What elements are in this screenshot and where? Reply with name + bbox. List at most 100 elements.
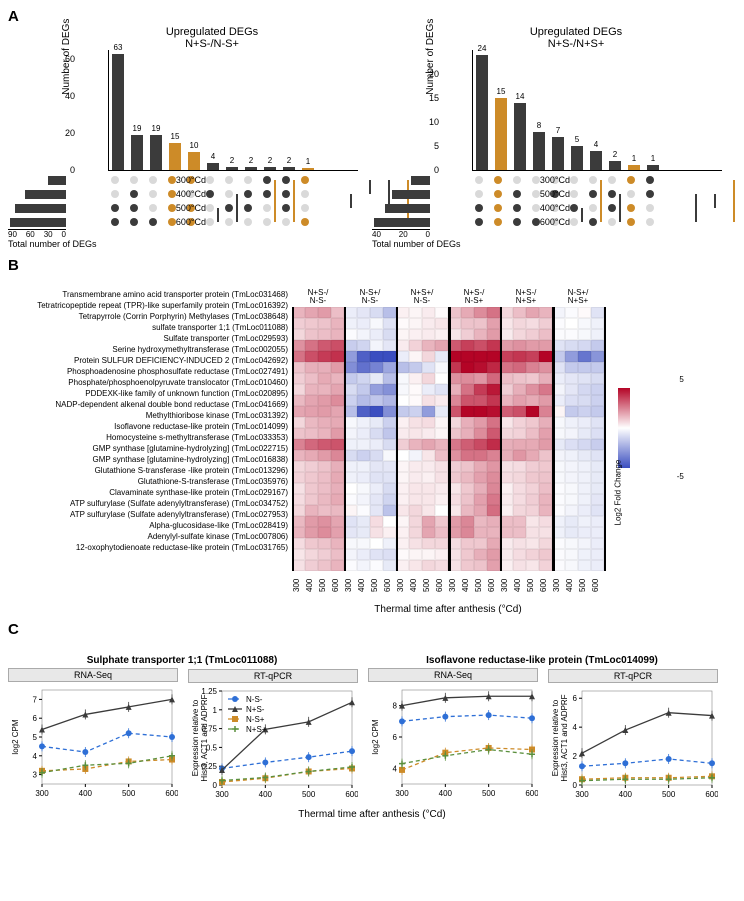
heatmap-legend: 5 -5 Log2 Fold Change	[618, 375, 684, 530]
col-header: N-S+/ N-S-	[344, 289, 396, 305]
upset-plot: Upregulated DEGsN+S-/N-S+Number of DEGs0…	[8, 26, 358, 249]
plot-subtitle: RT-qPCR	[548, 669, 718, 683]
bar-rect	[131, 135, 143, 170]
set-label: 300°Cd	[168, 175, 206, 185]
panel-b: Transmembrane amino acid transporter pro…	[8, 289, 736, 615]
heatmap-grid	[292, 307, 604, 571]
svg-text:500: 500	[122, 789, 136, 798]
set-label: 600°Cd	[532, 217, 570, 227]
upset-plot: Upregulated DEGsN+S-/N+S+Number of DEGs0…	[372, 26, 722, 249]
svg-text:600: 600	[345, 790, 358, 799]
gene-label: Serine hydroxymethyltransferase (TmLoc00…	[8, 344, 288, 355]
upset-bars: Number of DEGs051015202415148754211	[472, 50, 722, 171]
svg-text:log2 CPM: log2 CPM	[11, 719, 20, 754]
svg-text:600: 600	[705, 790, 718, 799]
svg-text:N+S-: N+S-	[246, 705, 265, 714]
upset-matrix: 300°Cd400°Cd500°Cd600°Cd	[108, 173, 358, 229]
svg-text:Expression relative toHist3, A: Expression relative toHist3, ACT1 and AD…	[551, 695, 569, 782]
svg-text:500: 500	[302, 790, 316, 799]
svg-text:0: 0	[213, 781, 218, 790]
panel-c-label: C	[8, 621, 19, 638]
panel-c: Sulphate transporter 1;1 (TmLoc011088)RN…	[8, 655, 736, 805]
bar-rect	[188, 152, 200, 170]
gene-label: Protein SULFUR DEFICIENCY-INDUCED 2 (TmL…	[8, 355, 288, 366]
bar-rect	[552, 137, 564, 171]
svg-text:600: 600	[165, 789, 178, 798]
bar-rect	[264, 167, 276, 171]
svg-text:6: 6	[393, 733, 398, 742]
col-header: N+S-/ N-S-	[292, 289, 344, 305]
bar-rect	[245, 167, 257, 171]
set-label: 400°Cd	[532, 203, 570, 213]
svg-text:3: 3	[33, 771, 38, 780]
set-size-bars	[8, 173, 66, 229]
gene-label: Adenylyl-sulfate kinase (TmLoc007806)	[8, 531, 288, 542]
svg-text:500: 500	[662, 790, 676, 799]
legend-gradient	[618, 388, 630, 468]
svg-text:log2 CPM: log2 CPM	[371, 719, 380, 754]
set-label: 300°Cd	[532, 175, 570, 185]
gene-label: ATP sulfurylase (Sulfate adenylyltransfe…	[8, 498, 288, 509]
col-header: N+S+/ N-S-	[396, 289, 448, 305]
svg-text:0: 0	[573, 781, 578, 790]
bar-rect	[647, 165, 659, 170]
svg-text:300: 300	[215, 790, 229, 799]
gene-label: Glutathione-S-transferase (TmLoc035976)	[8, 476, 288, 487]
col-header: N+S-/ N-S+	[448, 289, 500, 305]
gene-label: Homocysteine s-methyltransferase (TmLoc0…	[8, 432, 288, 443]
bar-rect	[226, 167, 238, 171]
gene-label: Tetratricopeptide repeat (TPR)-like supe…	[8, 300, 288, 311]
set-size-bars	[372, 173, 430, 229]
svg-text:6: 6	[33, 714, 38, 723]
svg-text:6: 6	[573, 694, 578, 703]
bar-rect	[495, 98, 507, 170]
svg-text:4: 4	[33, 752, 38, 761]
svg-text:500: 500	[482, 789, 496, 798]
gene-label: Sulfate transporter (TmLoc029593)	[8, 333, 288, 344]
col-header: N+S-/ N+S+	[500, 289, 552, 305]
set-label: 600°Cd	[168, 217, 206, 227]
bar-rect	[112, 54, 124, 170]
plot-subtitle: RNA-Seq	[8, 668, 178, 682]
bar-rect	[514, 103, 526, 170]
plot-subtitle: RT-qPCR	[188, 669, 358, 683]
gene-label: NADP-dependent alkenal double bond reduc…	[8, 399, 288, 410]
bar-rect	[169, 143, 181, 171]
bar-rect	[150, 135, 162, 170]
gene-label: Methylthioribose kinase (TmLoc031392)	[8, 410, 288, 421]
gene-label: Alpha-glucosidase-like (TmLoc028419)	[8, 520, 288, 531]
svg-text:300: 300	[575, 790, 589, 799]
setsize-label: Total number of DEGs	[8, 239, 108, 249]
heatmap-area: N+S-/ N-S-N-S+/ N-S-N+S+/ N-S-N+S-/ N-S+…	[292, 289, 604, 615]
svg-text:N+S+: N+S+	[246, 725, 267, 734]
upset-ylabel: Number of DEGs	[425, 19, 436, 95]
bar-rect	[590, 151, 602, 170]
heatmap-xlabel: Thermal time after anthesis (°Cd)	[292, 604, 604, 615]
bar-rect	[207, 163, 219, 170]
gene-label: Tetrapyrrole (Corrin Porphyrin) Methylas…	[8, 311, 288, 322]
plot-subtitle: RNA-Seq	[368, 668, 538, 682]
bar-rect	[476, 55, 488, 170]
heatmap-xticks: 3004005006003004005006003004005006003004…	[292, 573, 604, 582]
svg-text:400: 400	[259, 790, 273, 799]
line-plot: Isoflavone reductase-like protein (TmLoc…	[368, 655, 538, 805]
svg-text:300: 300	[395, 789, 409, 798]
bar-rect	[628, 165, 640, 170]
set-label: 400°Cd	[168, 189, 206, 199]
gene-label: sulfate transporter 1;1 (TmLoc011088)	[8, 322, 288, 333]
set-label: 500°Cd	[532, 189, 570, 199]
gene-label: Phosphate/phosphoenolpyruvate translocat…	[8, 377, 288, 388]
bar-rect	[302, 168, 314, 170]
bar-rect	[609, 161, 621, 171]
upset-bars: Number of DEGs02040606319191510422221	[108, 50, 358, 171]
gene-label: Glutathione S-transferase -like protein …	[8, 465, 288, 476]
svg-text:400: 400	[619, 790, 633, 799]
svg-text:600: 600	[525, 789, 538, 798]
gene-label: Clavaminate synthase-like protein (TmLoc…	[8, 487, 288, 498]
gene-label: GMP synthase [glutamine-hydrolyzing] (Tm…	[8, 454, 288, 465]
upset-title: Upregulated DEGsN+S-/N-S+	[66, 26, 358, 50]
gene-label: GMP synthase [glutamine-hydrolyzing] (Tm…	[8, 443, 288, 454]
gene-label: ATP sulfurylase (Sulfate adenylyltransfe…	[8, 509, 288, 520]
svg-text:1: 1	[213, 706, 218, 715]
gene-labels: Transmembrane amino acid transporter pro…	[8, 289, 292, 553]
